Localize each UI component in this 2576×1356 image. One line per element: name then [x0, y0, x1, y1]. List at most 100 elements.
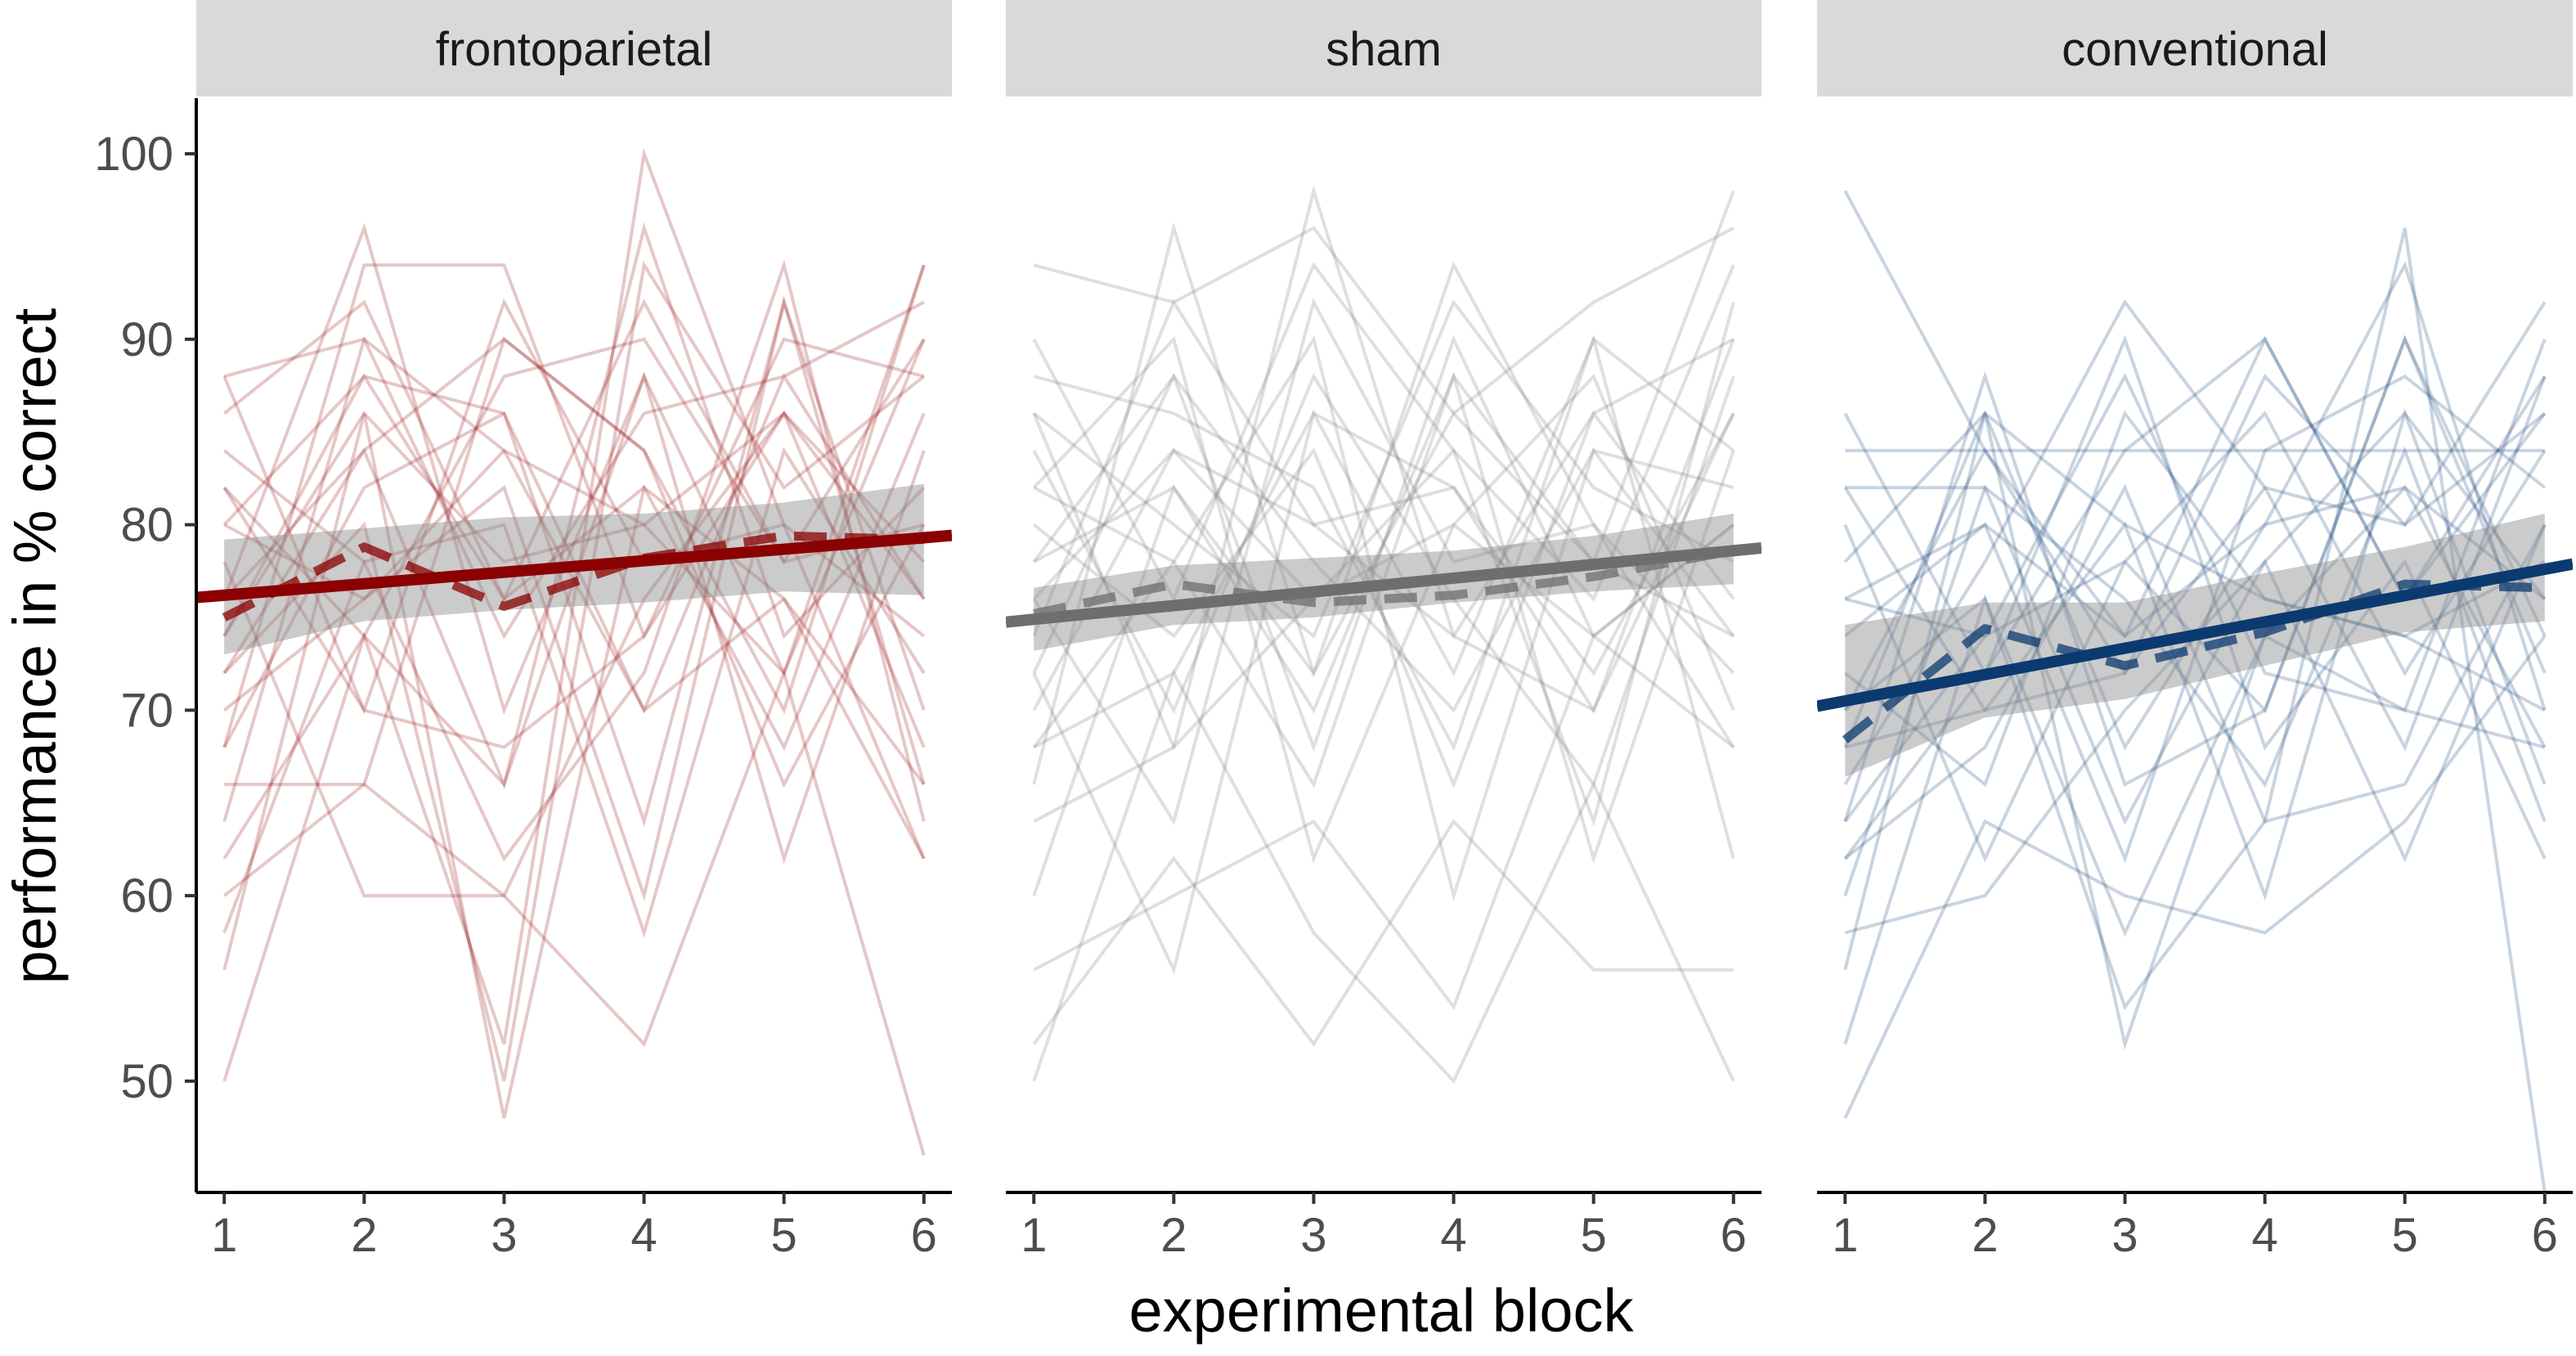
- participant-line: [1843, 190, 2547, 639]
- plot-area: [196, 147, 952, 1156]
- participant-line: [1843, 411, 2547, 712]
- participant-line: [1843, 411, 2546, 748]
- panel-sham: sham 1 2 3 4 5 6: [1006, 0, 1761, 1262]
- x-tick-label: 3: [2112, 1209, 2138, 1262]
- x-tick-label: 4: [1440, 1209, 1466, 1262]
- regression-line: [196, 529, 952, 604]
- participant-line: [1843, 483, 2547, 860]
- participant-line: [1032, 335, 1735, 752]
- participant-line: [222, 263, 926, 748]
- x-tick-label: 5: [2392, 1209, 2418, 1262]
- x-axis-title: experimental block: [1129, 1277, 1635, 1345]
- panel-strip: [1817, 0, 2573, 97]
- y-tick-label: 90: [120, 313, 173, 366]
- x-tick-label: 4: [631, 1209, 657, 1262]
- mean-line: [1842, 579, 2545, 744]
- participant-line: [1032, 335, 1735, 864]
- participant-line: [1843, 301, 2547, 712]
- panels-layer: frontoparietal 1 2 3 4 5 6 50 60 70 80 90 100 sham 1 2 3…: [94, 0, 2573, 1262]
- participant-line: [1033, 336, 1735, 752]
- participant-line: [1843, 484, 2547, 937]
- panel-title: frontoparietal: [436, 23, 713, 76]
- participant-line: [1033, 226, 1735, 416]
- participant-line: [1032, 334, 1735, 975]
- regression-line: [1006, 542, 1761, 628]
- y-tick-label: 70: [120, 684, 173, 737]
- participant-line: [1845, 411, 2547, 826]
- participant-line: [1843, 227, 2547, 1192]
- plot-area: [1006, 185, 1761, 1084]
- x-tick-label: 2: [1160, 1209, 1187, 1262]
- panel-title: sham: [1326, 23, 1442, 76]
- participant-line: [222, 413, 926, 1119]
- participant-line: [1844, 339, 2547, 712]
- participant-line: [222, 222, 926, 864]
- participant-line: [222, 339, 926, 676]
- x-tick-label: 5: [771, 1209, 797, 1262]
- panel-strip: [1006, 0, 1761, 97]
- participant-line: [1032, 412, 1735, 751]
- participant-line: [1032, 410, 1735, 789]
- participant-line: [224, 264, 926, 787]
- plot-area: [1817, 190, 2573, 1192]
- participant-line: [1033, 633, 1735, 1011]
- y-tick-label: 50: [120, 1055, 173, 1108]
- participant-line: [1843, 374, 2547, 864]
- y-axis-title: performance in % correct: [1, 308, 69, 984]
- mean-line: [222, 531, 924, 622]
- x-tick-label: 4: [2251, 1209, 2278, 1262]
- mean-line: [1033, 546, 1735, 618]
- participant-line: [1843, 413, 2546, 1050]
- participant-line: [1032, 371, 1735, 896]
- participant-line: [1032, 819, 1734, 1048]
- x-tick-label: 2: [1972, 1209, 1998, 1262]
- participant-line: [1032, 262, 1735, 603]
- x-tick-label: 3: [491, 1209, 517, 1262]
- regression-line: [1817, 558, 2573, 712]
- participant-line: [222, 299, 926, 637]
- participant-line: [222, 147, 926, 1045]
- panel-conventional: conventional 1 2 3 4 5 6: [1817, 0, 2573, 1262]
- x-tick-label: 3: [1300, 1209, 1326, 1262]
- participant-line: [1843, 335, 2547, 822]
- x-tick-label: 5: [1581, 1209, 1607, 1262]
- panel-strip: [196, 0, 952, 97]
- participant-line: [1843, 410, 2546, 788]
- participant-line: [1033, 411, 1735, 749]
- participant-line: [222, 296, 926, 828]
- participant-line: [1032, 190, 1735, 785]
- y-tick-label: 80: [120, 499, 173, 552]
- confidence-band: [1845, 514, 2545, 777]
- participant-line: [1033, 185, 1735, 824]
- participant-line: [1843, 635, 2547, 1120]
- panel-title: conventional: [2062, 23, 2328, 76]
- participant-line: [1844, 408, 2547, 901]
- participant-line: [1032, 299, 1735, 714]
- participant-line: [1843, 336, 2547, 860]
- participant-line: [1032, 372, 1735, 788]
- x-tick-label: 1: [211, 1209, 237, 1262]
- x-tick-label: 6: [2532, 1209, 2558, 1262]
- participant-line: [1032, 373, 1735, 713]
- y-tick-label: 100: [94, 128, 173, 181]
- participant-line: [1032, 299, 1735, 639]
- participant-line: [222, 447, 926, 939]
- participant-line: [1844, 335, 2547, 639]
- participant-line: [1843, 411, 2547, 863]
- x-tick-label: 6: [911, 1209, 937, 1262]
- x-tick-label: 6: [1721, 1209, 1747, 1262]
- participant-line: [223, 300, 925, 640]
- participant-line: [222, 260, 926, 1082]
- x-tick-label: 1: [1021, 1209, 1047, 1262]
- participant-line: [1843, 446, 2547, 896]
- participant-line: [222, 337, 925, 749]
- x-tick-label: 2: [351, 1209, 377, 1262]
- y-tick-label: 60: [120, 869, 173, 923]
- participant-line: [222, 295, 926, 902]
- participant-line: [222, 259, 926, 862]
- participant-line: [1032, 301, 1735, 827]
- participant-line: [1843, 299, 2547, 786]
- participant-line: [1033, 261, 1735, 677]
- participant-line: [222, 410, 926, 898]
